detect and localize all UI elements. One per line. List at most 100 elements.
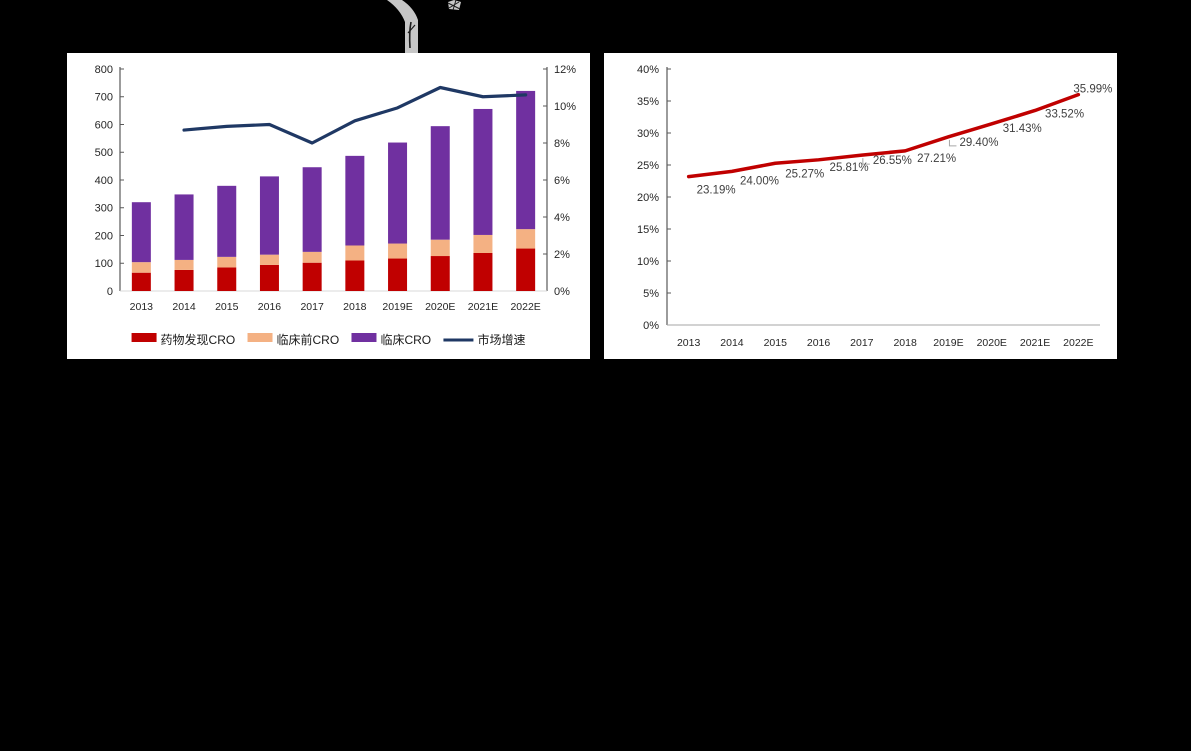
- bar-segment: [259, 254, 279, 265]
- bar-segment: [259, 264, 279, 291]
- bar-segment: [345, 155, 365, 246]
- y-axis-tick-label: 30%: [637, 128, 659, 140]
- right-chart-panel: 0% 5% 10% 15% 20% 25% 30% 35% 40% 2013 2014 2015 201…: [604, 53, 1117, 359]
- legend-label: 药物发现CRO: [161, 332, 236, 347]
- x-axis-category-label: 2018: [343, 301, 367, 313]
- growth-rate-line: [686, 92, 1081, 179]
- watermark-glyph-stroke2: [407, 24, 416, 34]
- data-point-label: 29.40%: [959, 137, 998, 149]
- left-axis-tick-label: 100: [95, 258, 113, 270]
- x-axis-category-label: 2016: [807, 337, 831, 349]
- x-axis-category-label: 2014: [720, 337, 744, 349]
- label-leader-line: [948, 139, 957, 147]
- right-axis-tick-label: 2%: [554, 249, 570, 261]
- x-axis-category-label: 2021E: [1020, 337, 1050, 349]
- legend-swatch: [247, 333, 273, 342]
- y-axis-tick-label: 5%: [643, 288, 659, 300]
- left-axis-tick-label: 700: [95, 92, 113, 104]
- data-point-label: 24.00%: [740, 175, 779, 187]
- x-axis-category-label: 2013: [677, 337, 701, 349]
- data-point-label: 25.81%: [830, 162, 869, 174]
- y-axis-tick-label: 20%: [637, 192, 659, 204]
- bar-segment: [516, 229, 536, 249]
- y-axis-tick-label: 35%: [637, 96, 659, 108]
- left-axis-tick-label: 600: [95, 119, 113, 131]
- x-axis-category-label: 2015: [215, 301, 239, 313]
- legend-swatch: [351, 333, 377, 342]
- growth-rate-line-chart: 0% 5% 10% 15% 20% 25% 30% 35% 40% 2013 2014 2015 201…: [637, 64, 1113, 349]
- x-axis-category-label: 2014: [172, 301, 196, 313]
- data-point-label: 31.43%: [1003, 123, 1042, 135]
- y-axis-tick-label: 0%: [643, 320, 659, 332]
- axes: 0 100 200 300 400 500 600 700 800 0% 2% 4% 6% 8% 10% 12…: [95, 64, 577, 298]
- bar-segment: [516, 90, 536, 230]
- bar-segment: [131, 202, 151, 263]
- bar-segment: [131, 262, 151, 273]
- label-leader-line: [862, 158, 870, 165]
- right-axis-tick-label: 4%: [554, 212, 570, 224]
- x-axis-category-label: 2022E: [510, 301, 540, 313]
- data-point-label: 25.27%: [785, 168, 824, 180]
- x-axis-category-label: 2020E: [425, 301, 455, 313]
- right-axis-tick-label: 10%: [554, 101, 576, 113]
- x-axis-category-label: 2021E: [468, 301, 498, 313]
- data-point-label: 26.55%: [873, 155, 912, 167]
- data-point-label: 33.52%: [1045, 108, 1084, 120]
- y-axis-tick-label: 25%: [637, 160, 659, 172]
- bar-segment: [345, 245, 365, 261]
- data-labels: 23.19% 24.00% 25.27% 25.81% 26.55% 27.21%29.4…: [697, 84, 1113, 197]
- bar-segment: [430, 239, 450, 257]
- x-axis-category-label: 2019E: [382, 301, 412, 313]
- x-axis-category-label: 2018: [893, 337, 917, 349]
- bar-segment: [174, 259, 194, 270]
- cro-market-combo-chart: 0 100 200 300 400 500 600 700 800 0% 2% 4% 6% 8% 10% 12…: [95, 64, 577, 347]
- left-axis-tick-label: 300: [95, 203, 113, 215]
- bar-segment: [516, 248, 536, 291]
- y-axis-tick-label: 15%: [637, 224, 659, 236]
- bar-segment: [302, 262, 322, 291]
- bar-segment: [473, 108, 493, 235]
- right-axis-tick-label: 12%: [554, 64, 576, 76]
- bar-segment: [473, 252, 493, 291]
- bar-segment: [473, 234, 493, 253]
- left-chart-panel: 0 100 200 300 400 500 600 700 800 0% 2% 4% 6% 8% 10% 12…: [67, 53, 590, 359]
- bar-segment: [430, 126, 450, 240]
- x-axis-category-label: 2017: [300, 301, 324, 313]
- data-point-label: 23.19%: [697, 185, 736, 197]
- bar-segment: [217, 256, 237, 268]
- stacked-bars: [131, 90, 536, 291]
- bar-segment: [259, 176, 279, 255]
- x-axis-category-label: 2020E: [977, 337, 1007, 349]
- bar-segment: [217, 185, 237, 257]
- bar-segment: [302, 167, 322, 252]
- bar-segment: [174, 269, 194, 291]
- x-axis-category-label: 2015: [764, 337, 788, 349]
- right-axis-tick-label: 8%: [554, 138, 570, 150]
- star-icon-lines: [447, 0, 461, 11]
- left-axis-tick-label: 400: [95, 175, 113, 187]
- x-axis-category-label: 2022E: [1063, 337, 1093, 349]
- x-axis-category-label: 2013: [130, 301, 154, 313]
- legend: 药物发现CRO 临床前CRO 临床CRO 市场增速: [131, 332, 525, 347]
- market-growth-line: [182, 85, 528, 145]
- x-axis-category-label: 2019E: [933, 337, 963, 349]
- right-axis-tick-label: 0%: [554, 286, 570, 298]
- y-axis-tick-label: 40%: [637, 64, 659, 76]
- data-point-label: 35.99%: [1073, 84, 1112, 96]
- bar-segment: [302, 251, 322, 263]
- bar-segment: [430, 256, 450, 291]
- y-axis-tick-label: 10%: [637, 256, 659, 268]
- bar-segment: [345, 260, 365, 291]
- right-axis-tick-label: 6%: [554, 175, 570, 187]
- bar-segment: [174, 194, 194, 260]
- legend-swatch: [131, 333, 157, 342]
- watermark-logo-fragment: [387, 0, 461, 54]
- bar-segment: [388, 243, 408, 259]
- legend-label: 市场增速: [477, 332, 525, 347]
- x-axis-category-label: 2016: [258, 301, 282, 313]
- bar-segment: [388, 258, 408, 291]
- legend-label: 临床CRO: [380, 333, 431, 347]
- data-point-label: 27.21%: [917, 153, 956, 165]
- axes: 0% 5% 10% 15% 20% 25% 30% 35% 40%: [637, 64, 1100, 332]
